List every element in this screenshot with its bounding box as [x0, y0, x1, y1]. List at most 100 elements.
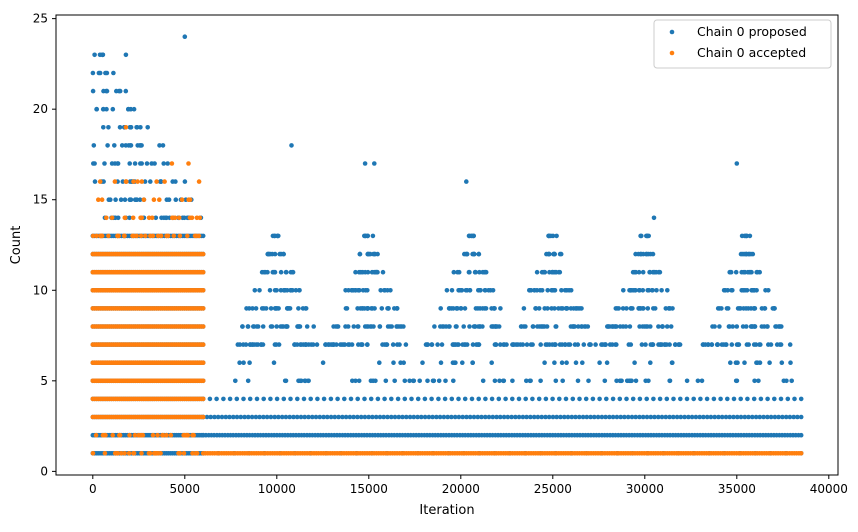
proposed-point	[742, 414, 748, 420]
proposed-point	[604, 360, 610, 366]
proposed-point	[368, 396, 374, 402]
proposed-point	[362, 233, 368, 239]
proposed-point	[353, 288, 359, 293]
proposed-point	[268, 306, 274, 311]
proposed-point	[346, 342, 351, 347]
proposed-point	[430, 414, 435, 420]
proposed-point	[462, 342, 467, 347]
proposed-point	[553, 342, 558, 347]
proposed-point	[356, 342, 361, 347]
accepted-point	[115, 233, 120, 239]
proposed-point	[110, 106, 116, 112]
proposed-point	[358, 269, 364, 275]
proposed-point	[531, 414, 537, 420]
proposed-point	[335, 396, 340, 402]
proposed-point	[159, 215, 164, 221]
proposed-point	[480, 324, 485, 329]
proposed-point	[253, 306, 259, 311]
proposed-point	[477, 288, 483, 293]
x-tick-label: 5000	[170, 482, 201, 496]
proposed-point	[791, 414, 796, 420]
proposed-point	[362, 396, 367, 402]
proposed-point	[259, 342, 264, 347]
proposed-point	[538, 378, 543, 384]
proposed-point	[663, 414, 669, 420]
proposed-point	[627, 324, 633, 329]
proposed-point	[467, 269, 472, 275]
proposed-point	[590, 396, 596, 402]
proposed-point	[553, 378, 559, 384]
proposed-point	[553, 324, 558, 329]
proposed-point	[467, 288, 473, 293]
proposed-point	[536, 396, 542, 402]
accepted-point	[165, 233, 171, 239]
proposed-point	[738, 396, 743, 402]
proposed-point	[663, 306, 669, 311]
proposed-point	[554, 233, 559, 239]
proposed-point	[301, 396, 307, 402]
proposed-point	[654, 288, 659, 293]
proposed-point	[360, 342, 365, 347]
proposed-point	[453, 324, 459, 329]
proposed-point	[551, 251, 557, 257]
proposed-point	[716, 414, 721, 420]
proposed-point	[356, 378, 362, 384]
proposed-point	[731, 396, 737, 402]
proposed-point	[510, 378, 515, 384]
proposed-point	[353, 269, 358, 275]
proposed-point	[128, 143, 134, 148]
accepted-point	[200, 414, 206, 420]
proposed-point	[303, 306, 309, 311]
proposed-point	[362, 306, 367, 311]
proposed-point	[593, 342, 598, 347]
proposed-point	[278, 269, 284, 275]
proposed-point	[290, 269, 296, 275]
proposed-point	[340, 414, 345, 420]
proposed-point	[276, 233, 281, 239]
proposed-point	[733, 360, 739, 366]
accepted-point	[200, 378, 206, 384]
proposed-point	[246, 414, 251, 420]
proposed-point	[709, 342, 715, 347]
proposed-point	[765, 414, 770, 420]
accepted-point	[194, 215, 200, 221]
proposed-point	[247, 360, 252, 366]
proposed-point	[757, 360, 763, 366]
accepted-point	[127, 432, 132, 438]
proposed-point	[441, 414, 447, 420]
proposed-point	[263, 306, 269, 311]
accepted-point	[106, 233, 111, 239]
proposed-point	[770, 306, 776, 311]
proposed-point	[639, 342, 645, 347]
proposed-point	[182, 34, 188, 39]
proposed-point	[768, 414, 774, 420]
proposed-point	[331, 324, 336, 329]
proposed-point	[640, 269, 646, 275]
proposed-point	[493, 342, 499, 347]
proposed-point	[282, 378, 288, 384]
proposed-point	[730, 324, 735, 329]
proposed-point	[729, 288, 734, 293]
proposed-point	[497, 378, 502, 384]
proposed-point	[639, 233, 644, 239]
proposed-point	[472, 269, 478, 275]
proposed-point	[494, 414, 499, 420]
proposed-point	[463, 288, 469, 293]
proposed-point	[734, 161, 740, 166]
proposed-point	[306, 414, 311, 420]
proposed-point	[614, 342, 619, 347]
legend-label-proposed: Chain 0 proposed	[697, 24, 807, 39]
proposed-point	[553, 269, 559, 275]
proposed-point	[372, 306, 377, 311]
proposed-point	[676, 342, 682, 347]
proposed-point	[117, 125, 123, 130]
proposed-point	[471, 414, 477, 420]
accepted-point	[131, 179, 136, 184]
proposed-point	[298, 414, 304, 420]
proposed-point	[261, 414, 266, 420]
proposed-point	[422, 414, 428, 420]
proposed-point	[342, 396, 347, 402]
proposed-point	[633, 269, 639, 275]
proposed-point	[645, 306, 651, 311]
